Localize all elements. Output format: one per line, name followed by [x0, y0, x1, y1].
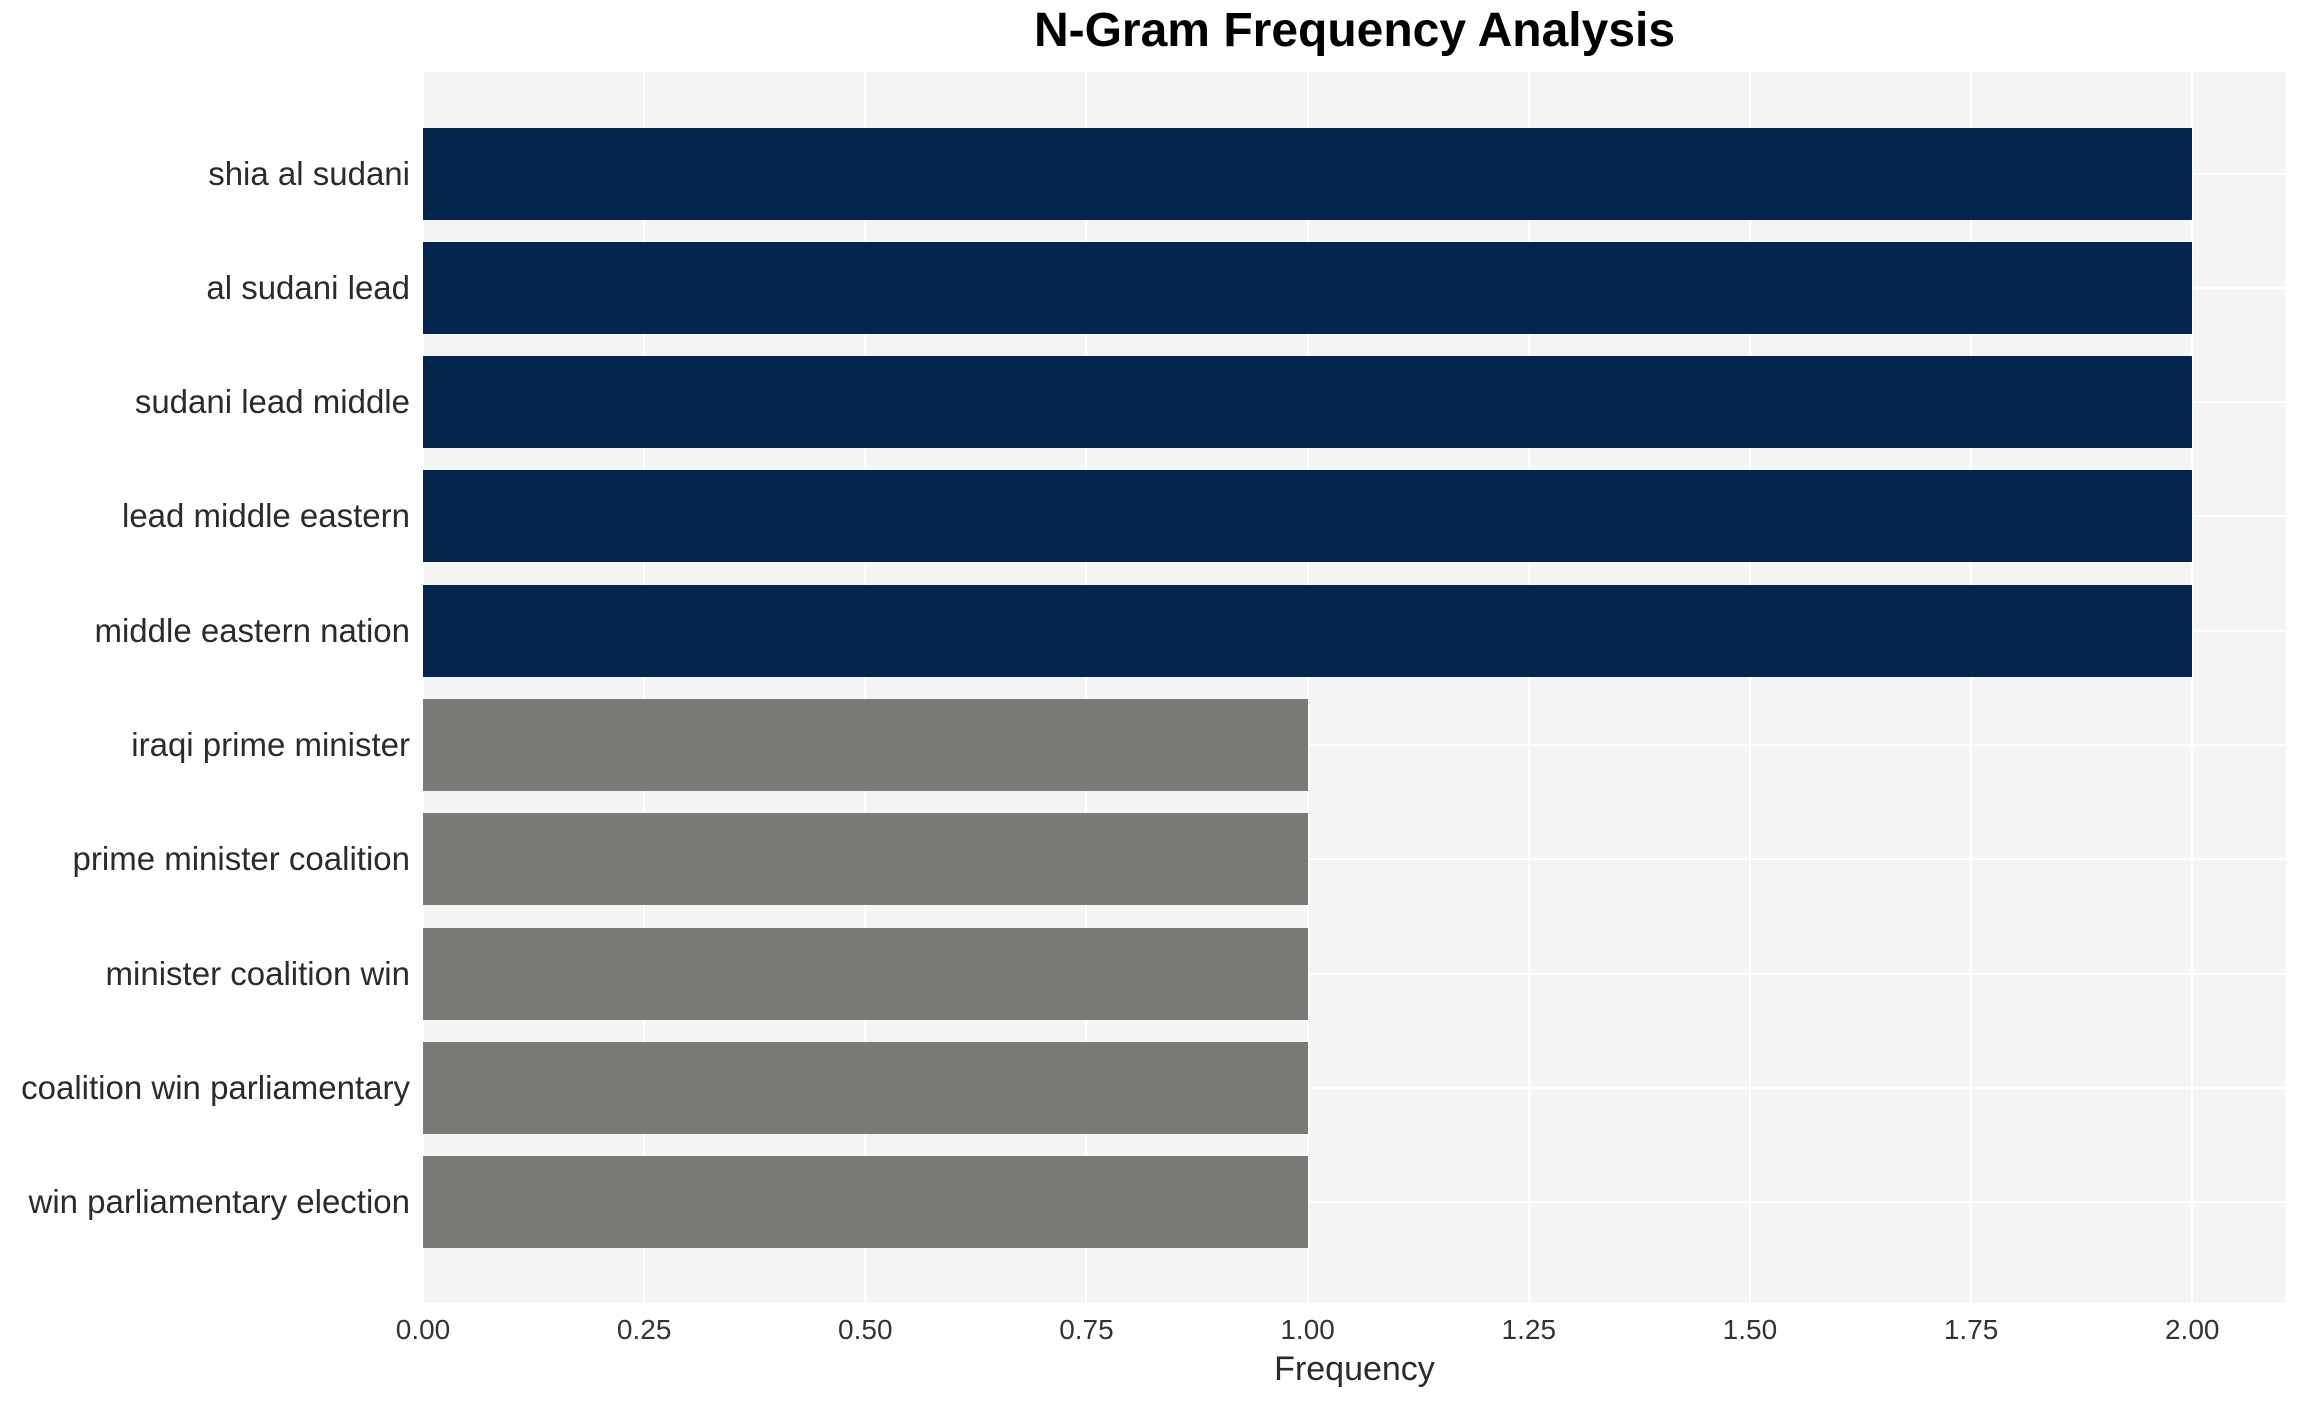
gridline-vertical-0.25: [643, 72, 646, 1303]
y-axis-label: win parliamentary election: [28, 1183, 410, 1221]
chart-title: N-Gram Frequency Analysis: [1033, 4, 1676, 57]
x-axis-label: Frequency: [1274, 1350, 1435, 1388]
x-tick-label-0.75: 0.75: [1059, 1314, 1114, 1345]
gridline-vertical-2.00: [2191, 72, 2194, 1303]
x-tick-label-1.50: 1.50: [1722, 1314, 1778, 1345]
gridline-vertical-0.75: [1085, 72, 1088, 1303]
gridline-vertical-1.00: [1306, 72, 1309, 1303]
bar-coalition-win-parliamentary: [423, 1041, 1308, 1134]
bar-middle-eastern-nation: [423, 584, 2193, 677]
plot-area: [422, 72, 2286, 1303]
x-tick-label-1.25: 1.25: [1501, 1314, 1557, 1345]
x-tick-label-0.50: 0.50: [838, 1314, 893, 1345]
bar-lead-middle-eastern: [423, 470, 2193, 563]
y-axis-label: middle eastern nation: [94, 611, 410, 649]
x-tick-label-0.25: 0.25: [616, 1314, 672, 1345]
gridline-vertical-1.25: [1527, 72, 1530, 1303]
x-tick-label-2.00: 2.00: [2164, 1314, 2220, 1345]
bar-win-parliamentary-election: [423, 1156, 1308, 1249]
gridline-horizontal: [423, 1201, 2286, 1204]
y-axis-label: shia al sudani: [208, 154, 410, 192]
bar-minister-coalition-win: [423, 927, 1308, 1020]
gridline-vertical-1.50: [1748, 72, 1751, 1303]
y-axis-label: lead middle eastern: [121, 497, 410, 535]
y-axis-label: minister coalition win: [105, 954, 410, 992]
y-axis-label: al sudani lead: [206, 268, 410, 306]
x-tick-label-0.00: 0.00: [395, 1314, 451, 1345]
bar-prime-minister-coalition: [423, 813, 1308, 906]
y-axis-label: coalition win parliamentary: [21, 1068, 410, 1106]
bar-shia-al-sudani: [423, 127, 2193, 220]
bar-iraqi-prime-minister: [423, 699, 1308, 791]
y-axis-label: sudani lead middle: [134, 383, 410, 421]
gridline-vertical-1.75: [1970, 72, 1973, 1303]
gridline-horizontal: [423, 972, 2286, 975]
bar-sudani-lead-middle: [423, 356, 2193, 449]
x-tick-label-1.00: 1.00: [1280, 1314, 1335, 1345]
gridline-horizontal: [423, 1086, 2286, 1089]
gridline-vertical-0.00: [422, 72, 424, 1303]
gridline-vertical-0.50: [864, 72, 867, 1303]
y-axis-label: iraqi prime minister: [131, 726, 410, 763]
x-tick-label-1.75: 1.75: [1943, 1314, 1999, 1345]
y-axis-label: prime minister coalition: [72, 840, 410, 878]
gridline-horizontal: [423, 858, 2286, 861]
gridline-horizontal: [423, 744, 2286, 746]
bar-al-sudani-lead: [423, 241, 2193, 334]
